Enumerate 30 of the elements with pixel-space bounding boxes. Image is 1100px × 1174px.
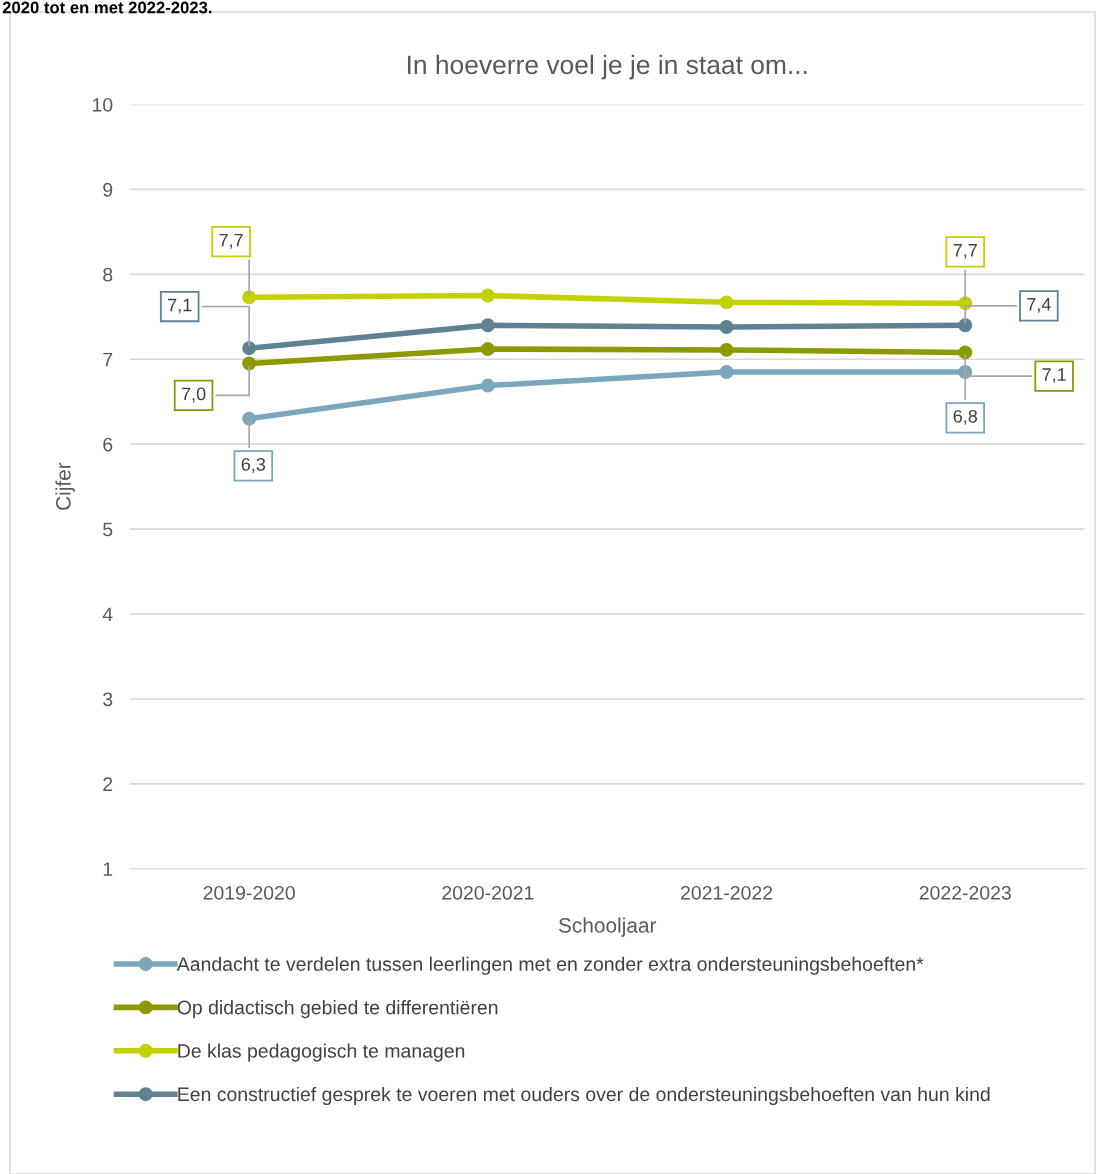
x-tick-label: 2021-2022	[681, 885, 773, 900]
data-label: 7,4	[1027, 298, 1051, 313]
data-label: 7,1	[1042, 368, 1066, 384]
legend-label: Een constructief gesprek te voeren met ouders over de ondersteuningsbehoeften van hun kind	[178, 1086, 990, 1106]
y-tick-label: 7	[103, 352, 113, 367]
chart-title: In hoeverre voel je je in staat om...	[407, 54, 807, 80]
x-tick-label: 2020-2021	[442, 885, 534, 900]
legend-label: De klas pedagogisch te managen	[178, 1043, 465, 1062]
legend-label: Aandacht te verdelen tussen leerlingen met en zonder extra ondersteuningsbehoeften*	[176, 956, 924, 975]
data-label: 7,7	[953, 244, 977, 259]
data-label: 7,0	[181, 387, 206, 403]
legend-label: Op didactisch gebied te differentiëren	[177, 1000, 498, 1019]
y-tick-label: 3	[103, 692, 113, 707]
text: 2020 tot en met 2022-2023.	[2, 1, 212, 14]
data-label: 6,3	[241, 457, 266, 473]
x-axis-title: Schooljaar	[558, 917, 657, 937]
y-tick-label: 5	[103, 522, 113, 537]
data-label: 7,7	[219, 233, 243, 249]
x-tick-label: 2019-2020	[203, 885, 295, 900]
y-tick-label: 2	[103, 777, 113, 791]
y-tick-label: 1	[103, 862, 113, 876]
y-tick-label: 6	[103, 437, 113, 452]
data-label: 6,8	[953, 409, 978, 425]
data-label: 7,1	[168, 298, 192, 314]
y-tick-label: 10	[92, 97, 113, 112]
y-tick-label: 9	[103, 182, 113, 197]
x-tick-label: 2022-2023	[919, 885, 1011, 900]
y-tick-label: 8	[103, 267, 113, 282]
y-tick-label: 4	[102, 607, 113, 622]
y-axis-title: Cijfer	[55, 462, 75, 510]
